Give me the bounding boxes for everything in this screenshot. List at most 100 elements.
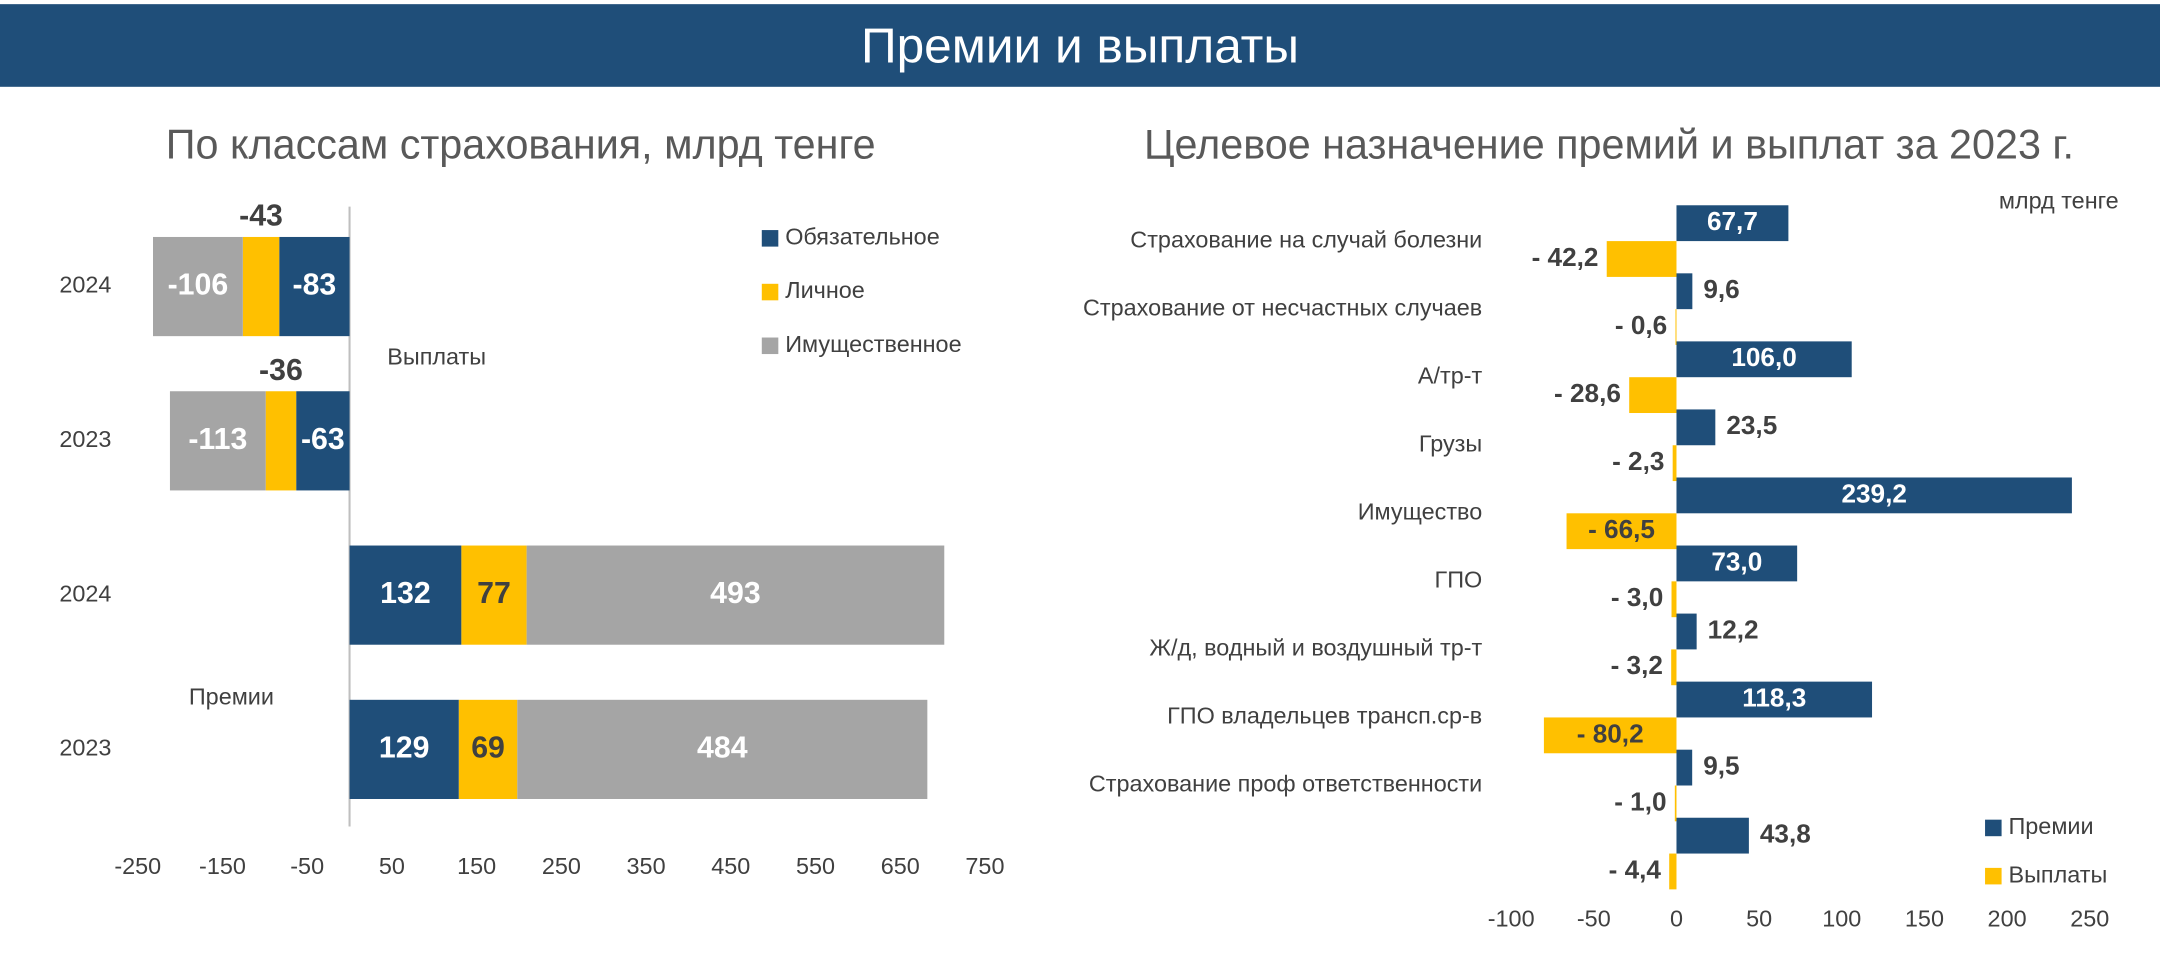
legend-swatch <box>761 283 779 301</box>
y-tick-label: Страхование проф ответственности <box>1089 771 1482 797</box>
x-tick-label: -50 <box>1577 905 1611 931</box>
bar <box>1629 377 1677 414</box>
value-label: 9,6 <box>1703 274 1739 304</box>
legend-label: Имущественное <box>785 331 961 357</box>
value-label: 9,5 <box>1703 751 1739 781</box>
value-label: 12,2 <box>1708 614 1759 644</box>
x-tick-label: -150 <box>199 853 246 879</box>
value-label: - 80,2 <box>1577 718 1644 748</box>
value-label: 129 <box>379 731 430 764</box>
x-tick-label: -100 <box>1488 905 1535 931</box>
value-label: - 1,0 <box>1614 786 1666 816</box>
bar <box>242 236 280 337</box>
x-tick-label: 250 <box>2070 905 2109 931</box>
bar <box>1672 445 1677 482</box>
bar <box>1676 817 1749 854</box>
x-tick-label: 350 <box>627 853 666 879</box>
bar <box>1675 309 1677 345</box>
value-label: 484 <box>697 731 748 764</box>
chart-title: Целевое назначение премий и выплат за 20… <box>1144 121 2074 167</box>
bar <box>169 391 266 491</box>
x-tick-label: 250 <box>542 853 581 879</box>
bar <box>1676 205 1789 242</box>
value-label: -43 <box>239 200 283 233</box>
value-label: - 0,6 <box>1615 310 1667 340</box>
bar <box>153 236 243 337</box>
bar <box>1566 513 1677 550</box>
y-tick-label: Имущество <box>1358 498 1483 524</box>
x-tick-label: 150 <box>1905 905 1944 931</box>
value-label: 73,0 <box>1711 546 1762 576</box>
value-label: 106,0 <box>1731 342 1796 372</box>
bar <box>349 545 462 645</box>
value-label: 69 <box>471 731 505 764</box>
bar <box>1676 545 1798 582</box>
value-label: - 28,6 <box>1554 378 1621 408</box>
unit-label: млрд тенге <box>1999 188 2119 214</box>
bar <box>1676 613 1697 650</box>
x-tick-label: 0 <box>1670 905 1683 931</box>
bar <box>517 699 928 800</box>
y-tick-label: ГПО <box>1435 567 1483 593</box>
y-tick-label: Страхование от несчастных случаев <box>1083 294 1482 320</box>
bar <box>1669 853 1677 890</box>
x-tick-label: 100 <box>1822 905 1861 931</box>
value-label: 43,8 <box>1760 819 1811 849</box>
bar <box>1676 749 1693 786</box>
x-tick-label: -250 <box>114 853 161 879</box>
x-tick-label: 650 <box>881 853 920 879</box>
value-label: -113 <box>188 423 247 456</box>
bar <box>458 699 518 800</box>
bar <box>1671 581 1677 618</box>
y-tick-label: ГПО владельцев трансп.ср-в <box>1167 703 1482 729</box>
value-label: 23,5 <box>1726 410 1777 440</box>
legend-swatch <box>1985 819 2002 837</box>
bar <box>1676 477 2072 514</box>
y-tick-label: А/тр-т <box>1418 362 1483 388</box>
legend-label: Выплаты <box>2008 861 2107 887</box>
value-label: - 42,2 <box>1532 242 1599 272</box>
bar <box>1676 681 1873 718</box>
y-tick-label: Ж/д, водный и воздушный тр-т <box>1149 635 1482 661</box>
y-tick-label: 2024 <box>59 272 111 298</box>
value-label: 132 <box>380 577 431 610</box>
legend-label: Премии <box>2008 813 2093 839</box>
bar <box>1674 785 1677 822</box>
value-label: 493 <box>710 577 761 610</box>
legend-swatch <box>761 337 779 355</box>
bar <box>265 391 297 491</box>
legend-label: Обязательное <box>785 224 940 250</box>
x-tick-label: 50 <box>1746 905 1772 931</box>
y-tick-label: 2024 <box>59 580 111 606</box>
legend-swatch <box>761 230 779 247</box>
x-tick-label: 50 <box>379 853 405 879</box>
bar <box>1543 717 1677 754</box>
legend-label: Личное <box>785 277 865 303</box>
bar <box>1676 341 1852 378</box>
y-tick-label: 2023 <box>59 735 111 761</box>
value-label: -106 <box>168 269 229 302</box>
bar <box>1606 241 1677 277</box>
legend-swatch <box>1985 867 2002 885</box>
annotation: Выплаты <box>387 343 486 369</box>
bar <box>1676 409 1716 446</box>
value-label: 239,2 <box>1841 478 1906 508</box>
value-label: - 3,0 <box>1611 582 1663 612</box>
x-tick-label: 550 <box>796 853 835 879</box>
bar <box>349 699 459 800</box>
page-title: Премии и выплаты <box>861 18 1299 74</box>
value-label: -36 <box>259 354 303 387</box>
value-label: -63 <box>301 423 345 456</box>
bar <box>296 391 350 491</box>
bar <box>526 545 945 645</box>
annotation: Премии <box>189 684 274 710</box>
bar <box>1671 649 1677 686</box>
y-tick-label: Страхование на случай болезни <box>1130 226 1482 252</box>
x-tick-label: -50 <box>290 853 324 879</box>
value-label: 77 <box>477 577 511 610</box>
y-tick-label: 2023 <box>59 426 111 452</box>
value-label: 67,7 <box>1707 206 1758 236</box>
value-label: - 2,3 <box>1612 446 1664 476</box>
